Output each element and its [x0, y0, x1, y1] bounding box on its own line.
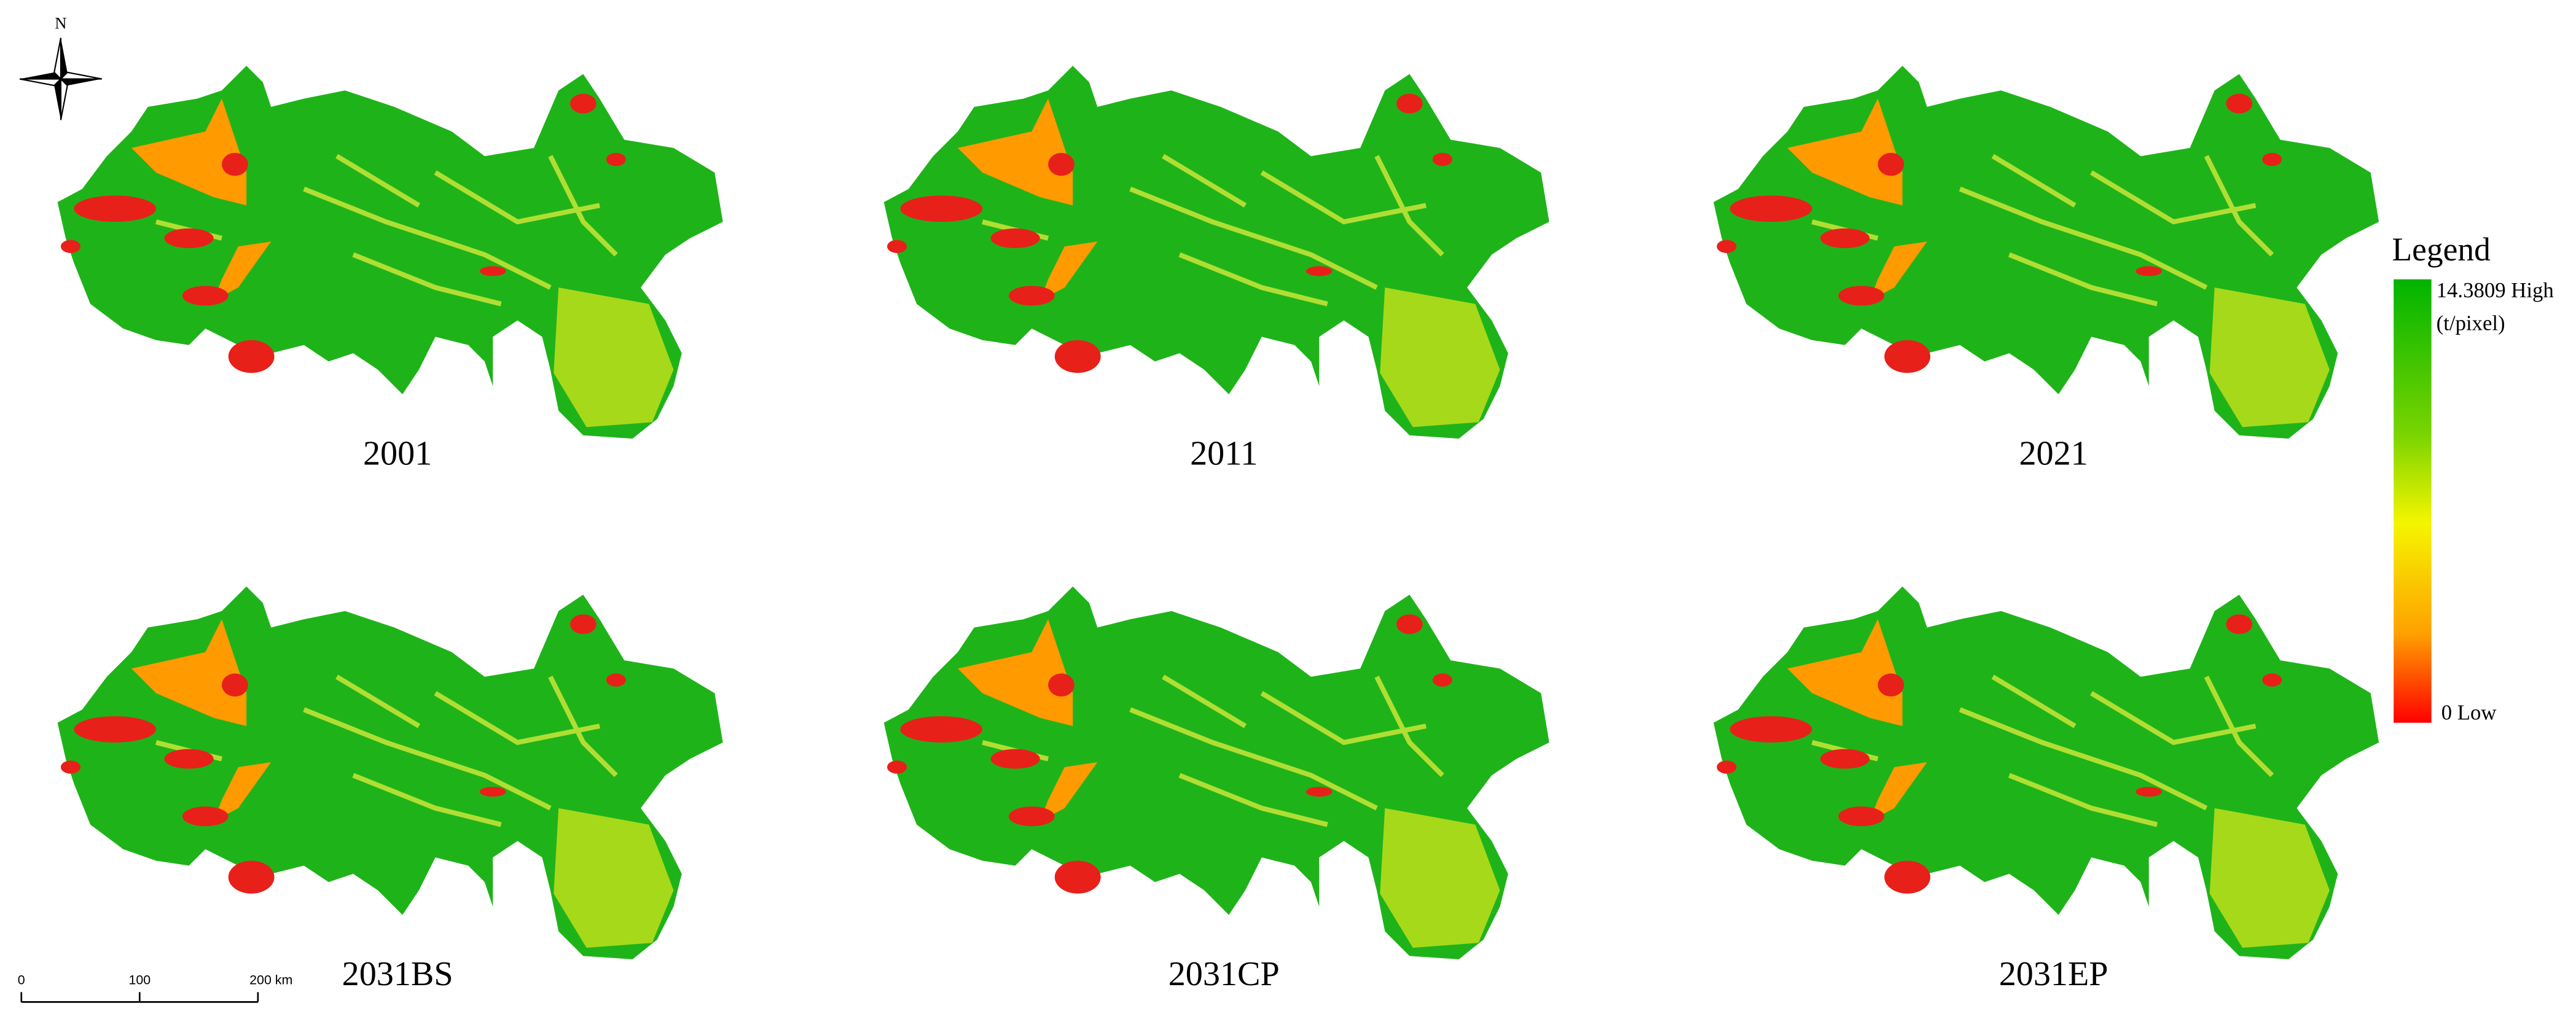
panel-label: 2031CP — [1169, 955, 1280, 993]
map — [884, 587, 1549, 959]
color-ramp — [2394, 279, 2432, 723]
scale-bar: 0 100 200 km — [18, 972, 292, 1003]
legend: Legend 14.3809 High (t/pixel) 0 Low — [2392, 231, 2554, 724]
scale-label: 200 km — [249, 972, 292, 987]
panel-label: 2031BS — [342, 955, 453, 993]
map — [884, 66, 1549, 439]
map — [58, 587, 723, 959]
panel-label: 2001 — [363, 434, 432, 472]
scale-label: 100 — [128, 972, 151, 987]
map-panels: 2001 2011 2021 2031BS 2031CP 2031EP — [58, 66, 2379, 993]
panel-label: 2011 — [1190, 434, 1258, 472]
map — [1713, 587, 2379, 959]
north-label: N — [55, 14, 66, 32]
panel-label: 2021 — [2019, 434, 2088, 472]
legend-low: 0 Low — [2441, 700, 2497, 724]
north-arrow: N — [19, 14, 102, 120]
legend-title: Legend — [2392, 231, 2491, 268]
panel-label: 2031EP — [1999, 955, 2108, 993]
map — [58, 66, 723, 439]
legend-high: 14.3809 High — [2437, 278, 2554, 302]
map — [1713, 66, 2379, 439]
legend-unit: (t/pixel) — [2437, 311, 2505, 335]
scale-label: 0 — [18, 972, 25, 987]
